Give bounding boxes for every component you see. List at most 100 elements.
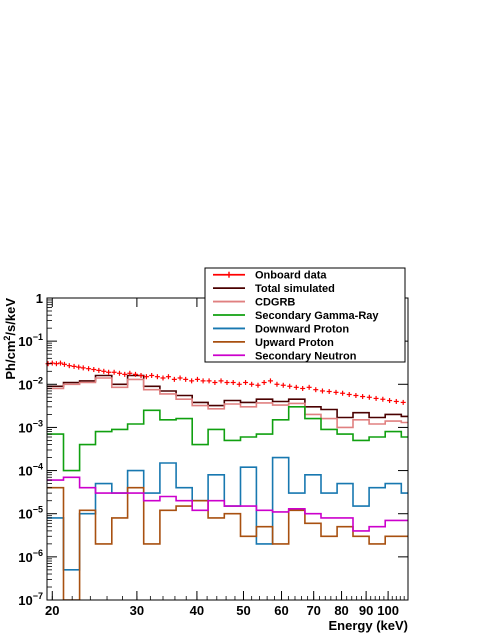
- x-tick-label: 100: [377, 603, 399, 618]
- legend-entry: Upward Proton: [213, 337, 334, 349]
- legend-entry: Downward Proton: [213, 323, 349, 335]
- onboard-point: [360, 394, 366, 400]
- legend-label: Total simulated: [255, 283, 335, 295]
- onboard-point: [106, 369, 112, 375]
- onboard-point: [218, 378, 224, 384]
- series-line-1: [47, 377, 408, 429]
- axes: 20 30 40 50 60 70 80 90 100 1 10−1 10−2 10−3 10−4 10−5…: [18, 291, 409, 618]
- onboard-point: [212, 379, 218, 385]
- onboard-point: [116, 370, 122, 376]
- onboard-point: [49, 360, 55, 366]
- onboard-point: [183, 376, 189, 382]
- onboard-point: [353, 392, 359, 398]
- onboard-point: [66, 363, 72, 369]
- y-axis-label-tail: /s/keV: [3, 298, 18, 336]
- legend-entry: Onboard data: [213, 270, 327, 282]
- onboard-point: [333, 389, 339, 395]
- legend-entry: Total simulated: [213, 283, 335, 295]
- onboard-point: [293, 384, 299, 390]
- y-tick-label: 10−3: [18, 418, 43, 435]
- y-tick-label: 10−6: [18, 548, 43, 565]
- onboard-point: [319, 388, 325, 394]
- onboard-point: [194, 376, 200, 382]
- onboard-point: [340, 390, 346, 396]
- y-tick-label: 10−4: [18, 462, 43, 479]
- x-axis-label: Energy (keV): [329, 618, 408, 633]
- onboard-point: [287, 383, 293, 389]
- onboard-point: [255, 382, 261, 388]
- onboard-point: [80, 365, 86, 371]
- onboard-point: [373, 395, 379, 401]
- onboard-point: [400, 399, 406, 405]
- onboard-point: [326, 389, 332, 395]
- onboard-point: [366, 394, 372, 400]
- x-tick-label: 30: [130, 603, 144, 618]
- onboard-point: [236, 381, 242, 387]
- x-tick-label: 60: [274, 603, 288, 618]
- x-tick-label: 80: [334, 603, 348, 618]
- onboard-point: [57, 360, 63, 366]
- y-axis-label-base: Ph/cm: [3, 341, 18, 380]
- onboard-point: [138, 372, 144, 378]
- legend-entry: CDGRB: [213, 297, 295, 309]
- onboard-point: [86, 366, 92, 372]
- onboard-point: [224, 379, 230, 385]
- legend-label: CDGRB: [255, 297, 295, 309]
- onboard-point: [306, 384, 312, 390]
- onboard-point: [380, 396, 386, 402]
- onboard-point: [200, 378, 206, 384]
- onboard-point: [171, 376, 177, 382]
- y-tick-label: 10−5: [18, 505, 43, 522]
- x-tick-label: 70: [306, 603, 320, 618]
- onboard-point: [143, 374, 149, 380]
- onboard-point: [61, 361, 67, 367]
- onboard-point: [165, 374, 171, 380]
- onboard-point: [206, 378, 212, 384]
- onboard-point: [346, 391, 352, 397]
- onboard-point: [122, 371, 128, 377]
- legend-entry: Secondary Gamma-Ray: [213, 310, 379, 322]
- x-tick-label: 20: [45, 603, 59, 618]
- onboard-point: [189, 378, 195, 384]
- legend-label: Secondary Neutron: [255, 350, 357, 362]
- onboard-point: [249, 381, 255, 387]
- onboard-point: [53, 361, 59, 367]
- onboard-point: [230, 379, 236, 385]
- onboard-point: [393, 398, 399, 404]
- onboard-point: [111, 369, 117, 375]
- legend-label: Secondary Gamma-Ray: [255, 310, 379, 322]
- legend-label: Onboard data: [255, 270, 327, 282]
- onboard-point: [177, 375, 183, 381]
- onboard-point: [149, 372, 155, 378]
- onboard-point: [243, 379, 249, 385]
- onboard-point: [127, 370, 133, 376]
- x-tick-label: 40: [190, 603, 204, 618]
- onboard-point: [76, 364, 82, 370]
- onboard-point: [280, 382, 286, 388]
- y-axis-label-exp: 2: [2, 336, 12, 341]
- onboard-point: [267, 378, 273, 384]
- y-tick-label: 1: [36, 291, 43, 306]
- onboard-point: [71, 363, 77, 369]
- y-tick-label: 10−7: [18, 591, 43, 608]
- onboard-point: [387, 398, 393, 404]
- series-line-4: [47, 486, 408, 600]
- onboard-point: [261, 379, 267, 385]
- onboard-point: [274, 381, 280, 387]
- onboard-point: [300, 385, 306, 391]
- y-axis-label: Ph/cm2/s/keV: [2, 298, 18, 380]
- onboard-point: [160, 375, 166, 381]
- y-tick-label: 10−2: [18, 375, 43, 392]
- x-tick-label: 50: [236, 603, 250, 618]
- onboard-point: [101, 368, 107, 374]
- x-tick-label: 90: [359, 603, 373, 618]
- onboard-point: [313, 387, 319, 393]
- onboard-points: [45, 360, 406, 405]
- legend-entry: Secondary Neutron: [213, 350, 357, 362]
- series-layer: [47, 374, 408, 600]
- onboard-point: [132, 371, 138, 377]
- onboard-point: [96, 367, 102, 373]
- y-tick-label: 10−1: [18, 332, 43, 349]
